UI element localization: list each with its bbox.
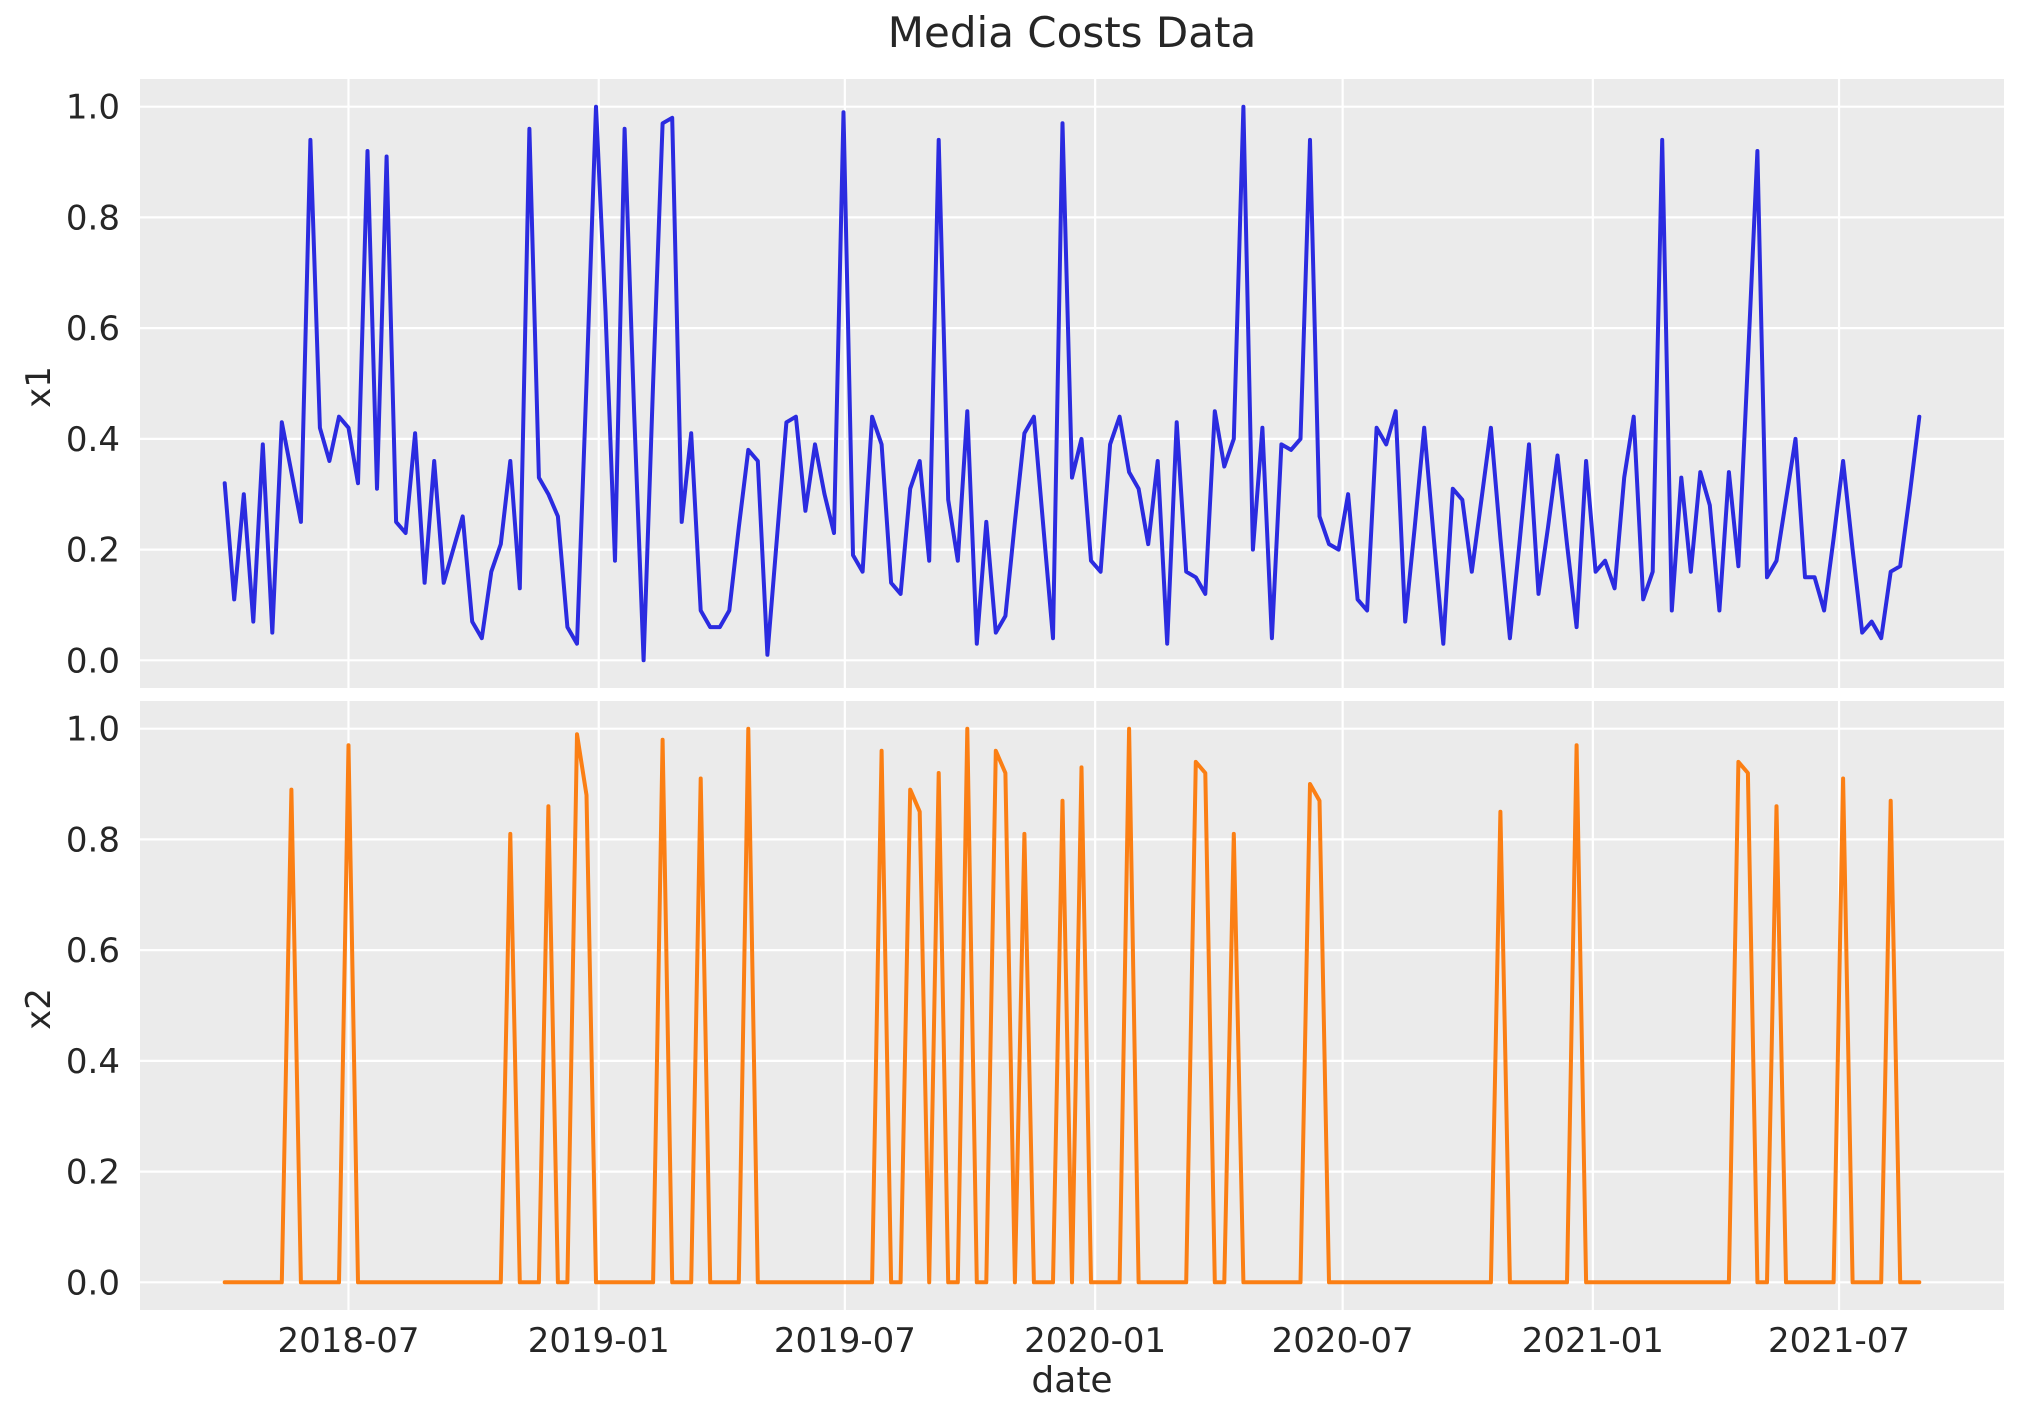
y-tick-label: 0.4 — [66, 1042, 120, 1082]
x-axis-label: date — [1031, 1360, 1113, 1401]
subplot-x1 — [140, 79, 2004, 688]
x-tick-label: 2019-07 — [774, 1321, 916, 1361]
y-axis-label-x1: x1 — [19, 366, 59, 408]
x-tick-label: 2018-07 — [277, 1321, 419, 1361]
y-tick-label: 0.2 — [66, 1153, 120, 1193]
y-tick-label: 0.8 — [66, 820, 120, 860]
line-x2 — [222, 726, 1922, 1285]
y-tick-label: 0.0 — [66, 641, 120, 681]
line-x1 — [222, 104, 1922, 663]
x-tick-label: 2019-01 — [528, 1321, 670, 1361]
y-tick-label: 0.6 — [66, 309, 120, 349]
x-tick-label: 2020-01 — [1024, 1321, 1166, 1361]
x-tick-label: 2020-07 — [1272, 1321, 1414, 1361]
y-tick-label: 0.6 — [66, 931, 120, 971]
y-tick-label: 1.0 — [66, 710, 120, 750]
y-tick-label: 0.2 — [66, 531, 120, 571]
y-tick-label: 0.8 — [66, 198, 120, 238]
y-tick-label: 0.4 — [66, 420, 120, 460]
x-tick-label: 2021-01 — [1522, 1321, 1664, 1361]
y-tick-label: 1.0 — [66, 88, 120, 128]
y-tick-label: 0.0 — [66, 1263, 120, 1303]
chart-title: Media Costs Data — [887, 8, 1257, 57]
x-tick-label: 2021-07 — [1768, 1321, 1910, 1361]
y-axis-label-x2: x2 — [19, 988, 59, 1030]
